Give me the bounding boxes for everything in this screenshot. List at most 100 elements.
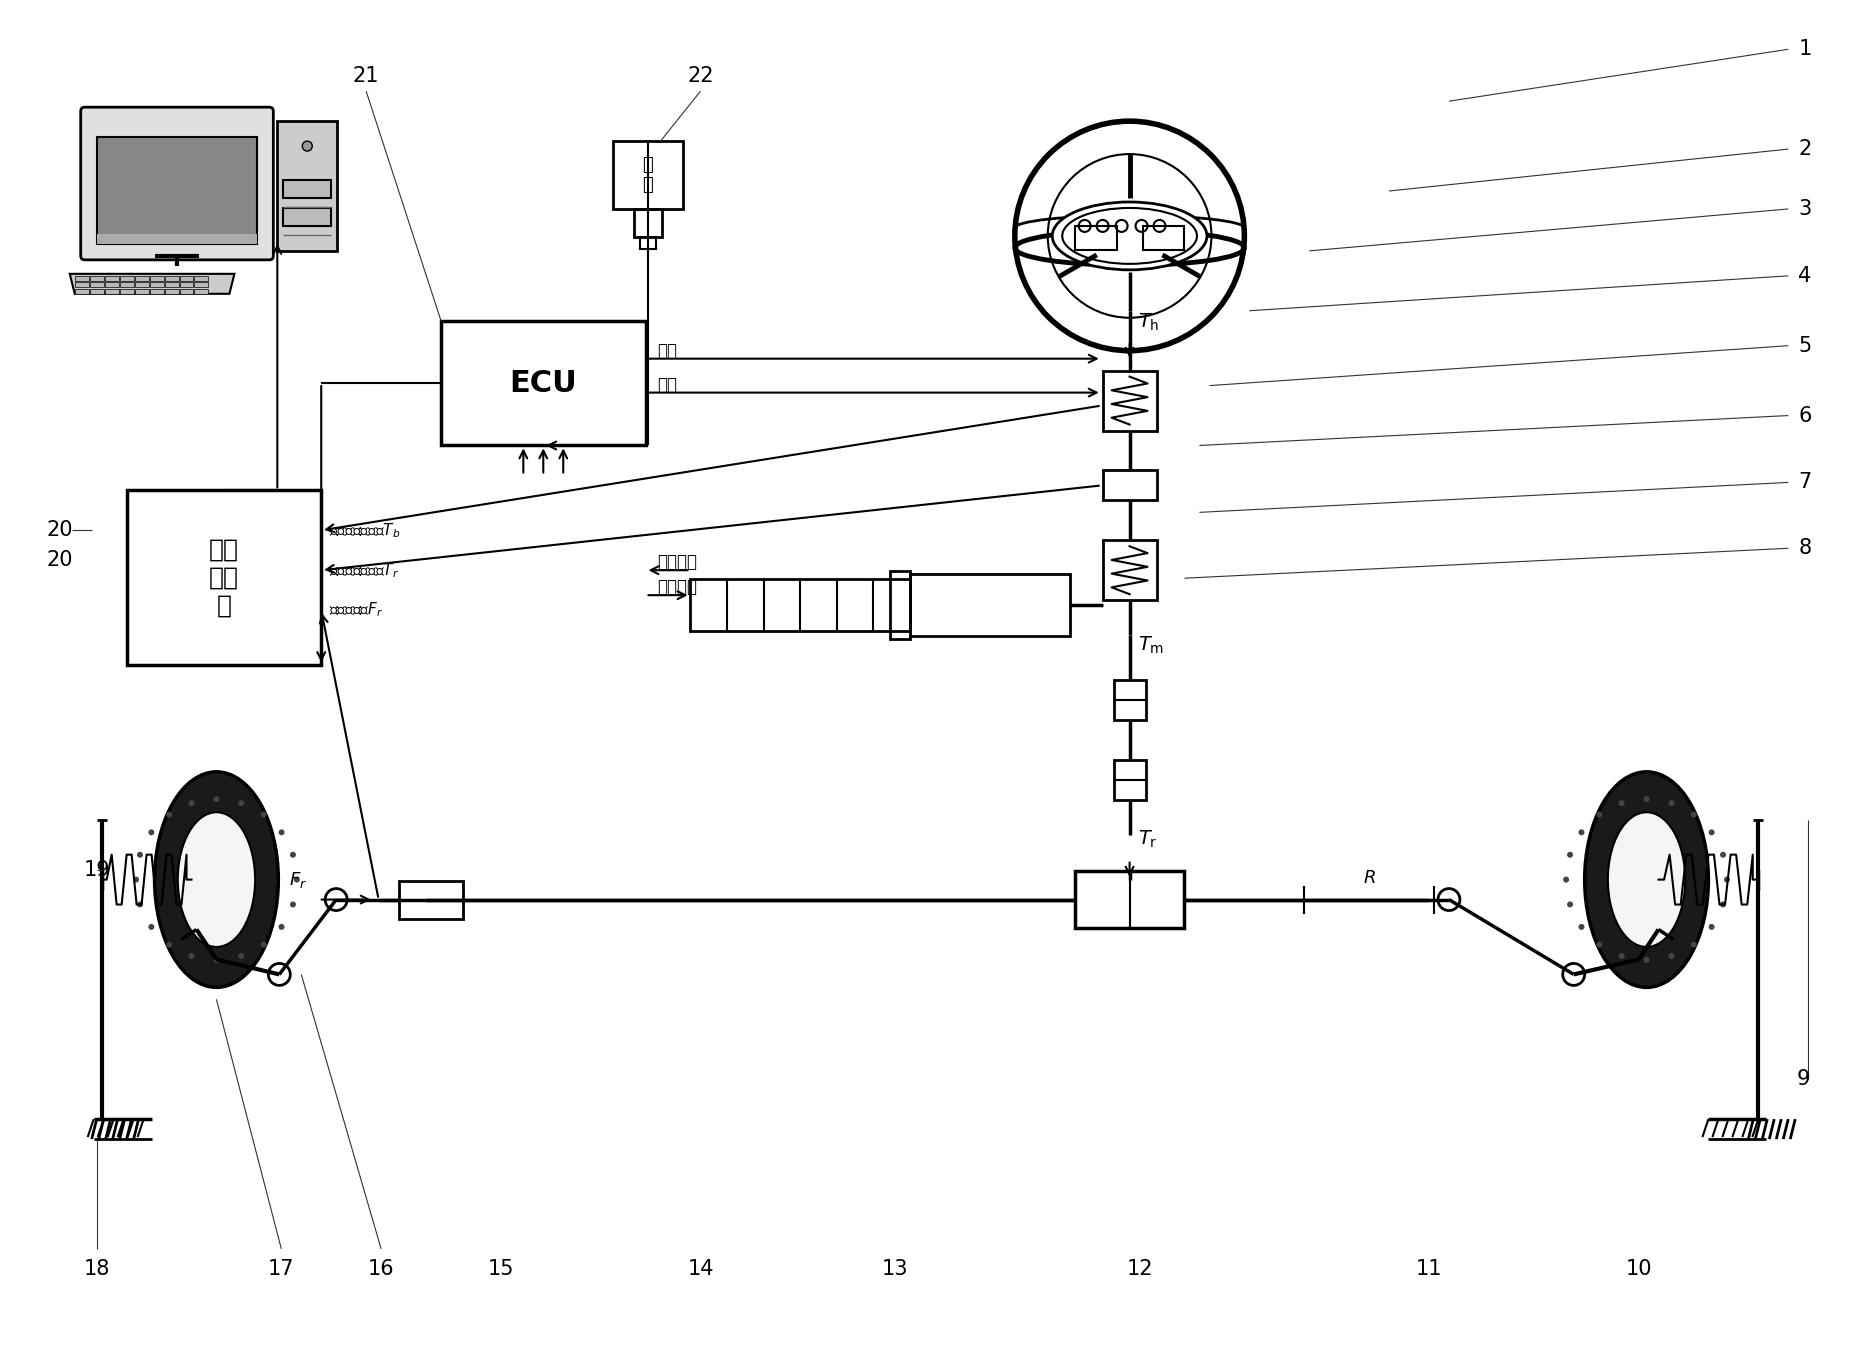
Bar xyxy=(1103,541,1157,600)
Text: 13: 13 xyxy=(882,1259,908,1279)
Circle shape xyxy=(238,800,245,806)
Ellipse shape xyxy=(1584,772,1708,988)
Bar xyxy=(97,234,258,245)
Text: 1: 1 xyxy=(1798,40,1811,59)
Circle shape xyxy=(137,852,143,858)
Circle shape xyxy=(1567,902,1573,907)
Ellipse shape xyxy=(178,813,254,947)
Text: 转矩: 转矩 xyxy=(657,342,678,359)
Bar xyxy=(119,283,134,287)
Circle shape xyxy=(149,923,154,930)
Circle shape xyxy=(1692,811,1697,817)
Bar xyxy=(126,490,321,665)
Text: 15: 15 xyxy=(488,1259,514,1279)
Text: 22: 22 xyxy=(687,66,713,86)
Bar xyxy=(613,141,683,209)
Text: 4: 4 xyxy=(1798,266,1811,285)
Text: 7: 7 xyxy=(1798,473,1811,492)
Text: 齿条输出力$F_r$: 齿条输出力$F_r$ xyxy=(329,601,383,620)
Bar xyxy=(165,276,178,281)
Bar xyxy=(97,137,258,245)
Circle shape xyxy=(1578,923,1584,930)
Bar xyxy=(639,236,656,249)
Bar xyxy=(134,276,149,281)
Bar xyxy=(104,276,119,281)
Bar xyxy=(89,288,104,294)
Circle shape xyxy=(1708,829,1714,836)
Circle shape xyxy=(1567,852,1573,858)
Circle shape xyxy=(1564,963,1584,985)
Bar xyxy=(89,276,104,281)
Text: 数据
采集
卡: 数据 采集 卡 xyxy=(210,538,240,617)
Circle shape xyxy=(1720,852,1725,858)
Bar xyxy=(399,881,464,918)
Ellipse shape xyxy=(154,772,279,988)
Circle shape xyxy=(149,829,154,836)
Circle shape xyxy=(290,852,295,858)
Circle shape xyxy=(1619,953,1625,959)
Text: 3: 3 xyxy=(1798,199,1811,219)
Circle shape xyxy=(165,941,173,948)
Bar xyxy=(284,180,331,198)
Circle shape xyxy=(1668,953,1675,959)
Text: $T_{\rm m}$: $T_{\rm m}$ xyxy=(1138,634,1164,656)
Bar xyxy=(134,288,149,294)
Circle shape xyxy=(238,953,245,959)
Text: 电流控制: 电流控制 xyxy=(657,578,698,596)
Circle shape xyxy=(214,796,219,802)
Bar xyxy=(180,276,193,281)
Bar xyxy=(195,276,208,281)
Text: 5: 5 xyxy=(1798,336,1811,355)
Bar xyxy=(284,208,331,225)
Circle shape xyxy=(325,888,347,911)
Text: $T_{\rm h}$: $T_{\rm h}$ xyxy=(1138,311,1159,333)
Circle shape xyxy=(1578,829,1584,836)
Text: 12: 12 xyxy=(1127,1259,1153,1279)
Circle shape xyxy=(303,141,312,152)
Text: $F_r$: $F_r$ xyxy=(290,870,306,889)
Circle shape xyxy=(134,877,139,882)
Text: 车
速: 车 速 xyxy=(643,156,654,194)
Bar xyxy=(89,283,104,287)
Bar xyxy=(104,283,119,287)
Ellipse shape xyxy=(1053,202,1207,270)
Circle shape xyxy=(1564,877,1569,882)
Bar xyxy=(910,574,1070,637)
Circle shape xyxy=(1597,941,1603,948)
Bar xyxy=(890,571,910,639)
Text: 19: 19 xyxy=(84,859,110,880)
FancyBboxPatch shape xyxy=(80,107,273,260)
Bar xyxy=(104,288,119,294)
Text: 20: 20 xyxy=(46,520,72,541)
Circle shape xyxy=(269,963,290,985)
Bar xyxy=(691,579,910,631)
Text: 16: 16 xyxy=(368,1259,394,1279)
Bar xyxy=(195,288,208,294)
Polygon shape xyxy=(71,273,234,294)
Circle shape xyxy=(1708,923,1714,930)
Bar xyxy=(633,209,661,236)
Bar xyxy=(1142,225,1185,250)
Bar xyxy=(119,288,134,294)
Ellipse shape xyxy=(1608,813,1684,947)
Text: 电流反馈: 电流反馈 xyxy=(657,553,698,571)
Circle shape xyxy=(1619,800,1625,806)
Text: 8: 8 xyxy=(1798,538,1811,559)
Circle shape xyxy=(260,941,267,948)
Circle shape xyxy=(1720,902,1725,907)
Bar xyxy=(1103,470,1157,500)
Circle shape xyxy=(1643,796,1649,802)
Text: $T_{\rm r}$: $T_{\rm r}$ xyxy=(1138,829,1157,850)
Circle shape xyxy=(1668,800,1675,806)
Circle shape xyxy=(290,902,295,907)
Circle shape xyxy=(189,953,195,959)
Bar xyxy=(119,276,134,281)
Text: 转向器输入转矩$T_r$: 转向器输入转矩$T_r$ xyxy=(329,561,399,579)
Bar xyxy=(180,288,193,294)
Bar xyxy=(74,276,89,281)
Bar xyxy=(134,283,149,287)
Bar xyxy=(440,321,646,445)
Bar xyxy=(165,288,178,294)
Bar xyxy=(1075,225,1116,250)
Text: 21: 21 xyxy=(353,66,379,86)
